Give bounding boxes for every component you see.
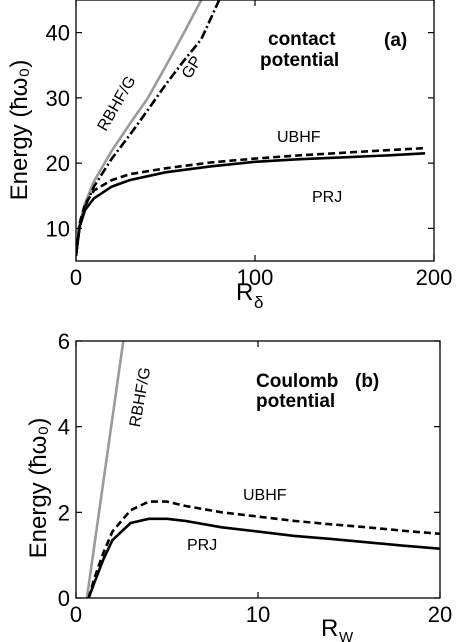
panel-b: 0 10 20 0 2 4 6 Coulomb potential (b) RBHF/G U… [25, 329, 452, 642]
panel-a-title-line-1: contact [268, 29, 336, 50]
panel-a: 0 100 200 10 20 30 40 contact potential (a) RB… [6, 0, 452, 312]
panel-a-xlabel-sub: δ [254, 293, 263, 312]
panel-a-xlabel-main: R [236, 279, 253, 306]
panel-a-axes-frame [75, 0, 435, 262]
panel-b-xlabel: R W [321, 615, 354, 642]
panel-b-ytick-label: 6 [58, 329, 70, 354]
panel-b-ytick-label: 4 [58, 415, 70, 440]
panel-a-series-ubhf [76, 146, 426, 256]
panel-a-ticks: 0 100 200 10 20 30 40 [46, 0, 453, 290]
panel-b-series-ubhf [87, 500, 440, 598]
panel-a-xtick-label: 0 [70, 265, 82, 290]
panel-a-panel-tag: (a) [384, 30, 407, 51]
panel-b-xlabel-sub: W [339, 629, 354, 642]
panel-b-xlabel-main: R [321, 615, 338, 642]
panel-a-xtick-label: 100 [237, 265, 274, 290]
panel-b-title-line-1: Coulomb [256, 371, 338, 392]
panel-a-xtick-label: 200 [416, 265, 453, 290]
panel-a-label-ubhf: UBHF [277, 129, 321, 146]
panel-b-ticks: 0 10 20 0 2 4 6 [58, 329, 452, 627]
panel-a-ytick-label: 30 [46, 86, 70, 111]
panel-b-panel-tag: (b) [355, 371, 379, 392]
panel-b-series-rbhf-g [85, 341, 125, 598]
panel-b-series [85, 341, 440, 598]
panel-a-title-line-2: potential [260, 50, 339, 71]
panel-a-ytick-label: 10 [46, 216, 70, 241]
panel-a-ytick-label: 20 [46, 151, 70, 176]
panel-a-ytick-label: 40 [46, 21, 70, 46]
panel-a-series-rbhf-g [76, 0, 203, 256]
panel-b-xtick-label: 20 [428, 602, 452, 627]
panel-b-label-ubhf: UBHF [243, 487, 287, 504]
panel-b-title-line-2: potential [256, 391, 335, 412]
panel-b-ytick-label: 0 [58, 586, 70, 611]
panel-b-xtick-label: 10 [246, 602, 270, 627]
panel-b-label-rbhfg: RBHF/G [127, 366, 154, 428]
panel-b-xtick-label: 0 [70, 602, 82, 627]
panel-a-label-prj: PRJ [312, 189, 342, 206]
panel-b-ylabel: Energy (ħω₀) [25, 418, 52, 559]
panel-a-xlabel: R δ [236, 279, 263, 312]
panel-a-series [76, 0, 426, 256]
panel-b-ytick-label: 2 [58, 500, 70, 525]
panel-a-ylabel: Energy (ħω₀) [6, 60, 33, 201]
panel-a-series-prj [76, 152, 426, 256]
panel-b-label-prj: PRJ [187, 537, 217, 554]
panel-a-label-rbhfg: RBHF/G [95, 73, 140, 134]
panel-a-label-gp: GP [179, 53, 206, 82]
panel-b-series-prj [87, 517, 440, 598]
